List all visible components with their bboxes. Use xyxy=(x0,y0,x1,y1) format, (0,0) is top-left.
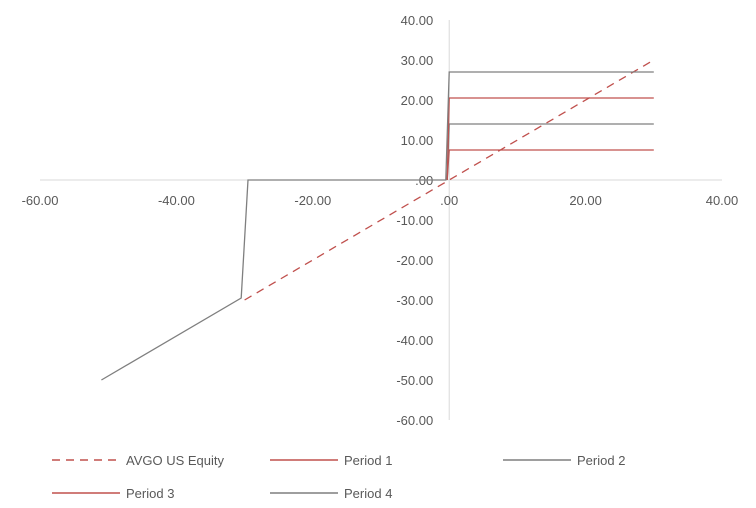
y-tick-label: 30.00 xyxy=(401,53,434,68)
y-tick-label: 40.00 xyxy=(401,13,434,28)
x-tick-label: -40.00 xyxy=(158,193,195,208)
y-tick-label: -30.00 xyxy=(396,293,433,308)
legend: AVGO US Equity Period 1 Period 2 Period 3 Pe… xyxy=(52,453,625,501)
x-tick-labels: -60.00 -40.00 -20.00 .00 20.00 40.00 xyxy=(22,193,739,208)
legend-label: Period 1 xyxy=(344,453,392,468)
series-line-5 xyxy=(101,71,654,381)
y-tick-labels: 40.0030.0020.0010.00.00-10.00-20.00-30.0… xyxy=(396,13,433,428)
series-line-1 xyxy=(244,59,655,301)
x-tick-label: .00 xyxy=(440,193,458,208)
legend-label: Period 3 xyxy=(126,486,174,501)
series-line-3 xyxy=(446,123,654,181)
y-tick-label: 10.00 xyxy=(401,133,434,148)
series-group xyxy=(101,59,655,381)
legend-label: Period 4 xyxy=(344,486,392,501)
x-tick-label: -20.00 xyxy=(294,193,331,208)
y-tick-label: -60.00 xyxy=(396,413,433,428)
y-tick-label: -40.00 xyxy=(396,333,433,348)
x-tick-label: 40.00 xyxy=(706,193,739,208)
y-tick-label: 20.00 xyxy=(401,93,434,108)
series-line-4 xyxy=(446,97,654,181)
y-tick-label: -50.00 xyxy=(396,373,433,388)
y-tick-label: -10.00 xyxy=(396,213,433,228)
y-tick-label: -20.00 xyxy=(396,253,433,268)
x-tick-label: 20.00 xyxy=(569,193,602,208)
legend-label: AVGO US Equity xyxy=(126,453,225,468)
series-line-2 xyxy=(446,149,654,181)
x-tick-label: -60.00 xyxy=(22,193,59,208)
legend-label: Period 2 xyxy=(577,453,625,468)
